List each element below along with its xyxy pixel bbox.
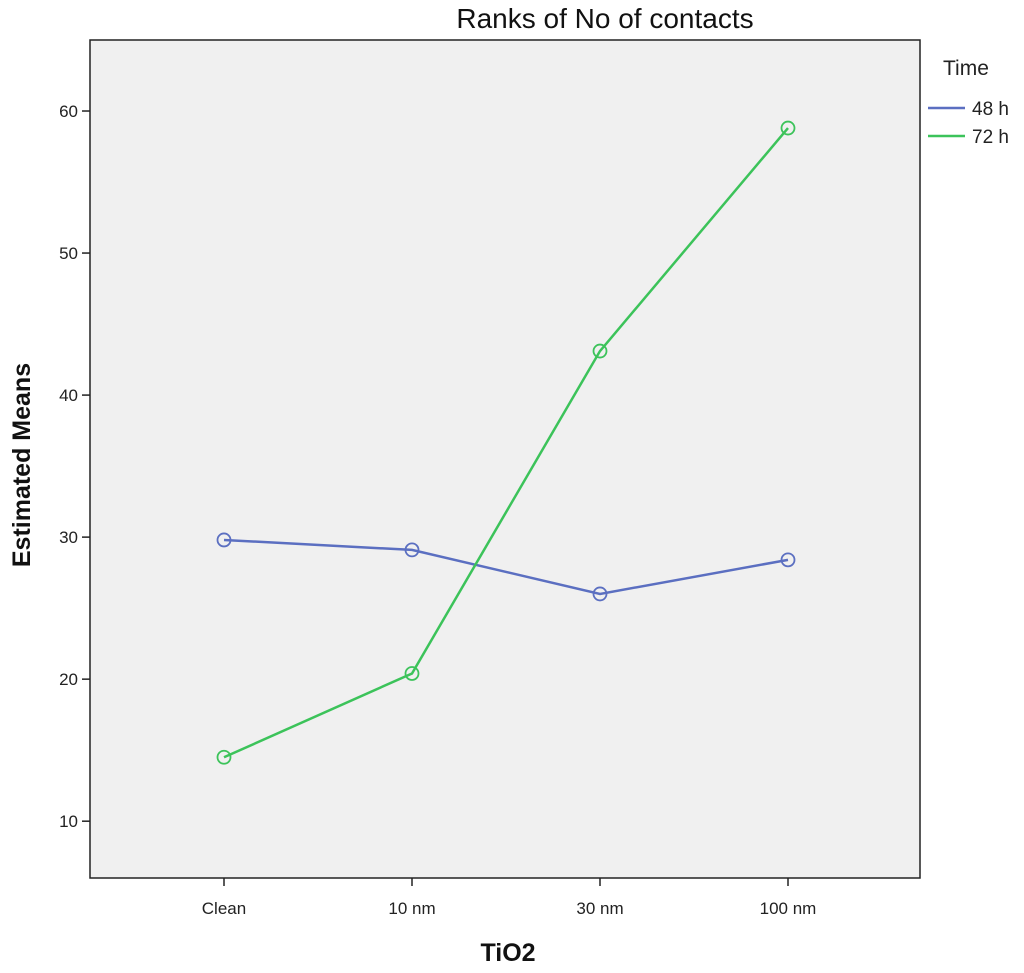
- y-tick-label: 50: [59, 244, 78, 263]
- y-tick-label: 20: [59, 670, 78, 689]
- x-tick-label: 100 nm: [760, 899, 817, 918]
- data-point: [404, 666, 420, 681]
- x-axis: Clean 10 nm 30 nm 100 nm: [202, 878, 817, 918]
- y-axis: 10 20 30 40 50 60: [59, 102, 90, 831]
- x-tick-label: 10 nm: [388, 899, 435, 918]
- series-line: [223, 538, 789, 596]
- series-48-h: [216, 532, 796, 602]
- data-point: [404, 542, 420, 558]
- data-point: [216, 749, 232, 765]
- plot-area: [89, 39, 921, 879]
- x-tick-label: Clean: [202, 899, 246, 918]
- x-tick-label: 30 nm: [576, 899, 623, 918]
- y-tick-label: 40: [59, 386, 78, 405]
- data-point: [216, 532, 232, 548]
- legend-label: 48 h: [972, 99, 1009, 120]
- chart-title: Ranks of No of contacts: [456, 3, 753, 34]
- data-point: [592, 343, 608, 359]
- y-tick-label: 60: [59, 102, 78, 121]
- data-point: [780, 552, 796, 568]
- legend: Time 48 h 72 h: [928, 57, 1009, 148]
- data-point: [780, 120, 796, 136]
- series-layer: [216, 120, 796, 765]
- series-line: [223, 127, 789, 759]
- x-axis-title: TiO2: [480, 939, 535, 967]
- legend-title: Time: [943, 57, 989, 80]
- y-axis-title: Estimated Means: [8, 363, 36, 567]
- series-72-h: [216, 120, 796, 765]
- y-tick-label: 10: [59, 812, 78, 831]
- data-point: [592, 586, 608, 602]
- y-tick-label: 30: [59, 528, 78, 547]
- legend-label: 72 h: [972, 127, 1009, 148]
